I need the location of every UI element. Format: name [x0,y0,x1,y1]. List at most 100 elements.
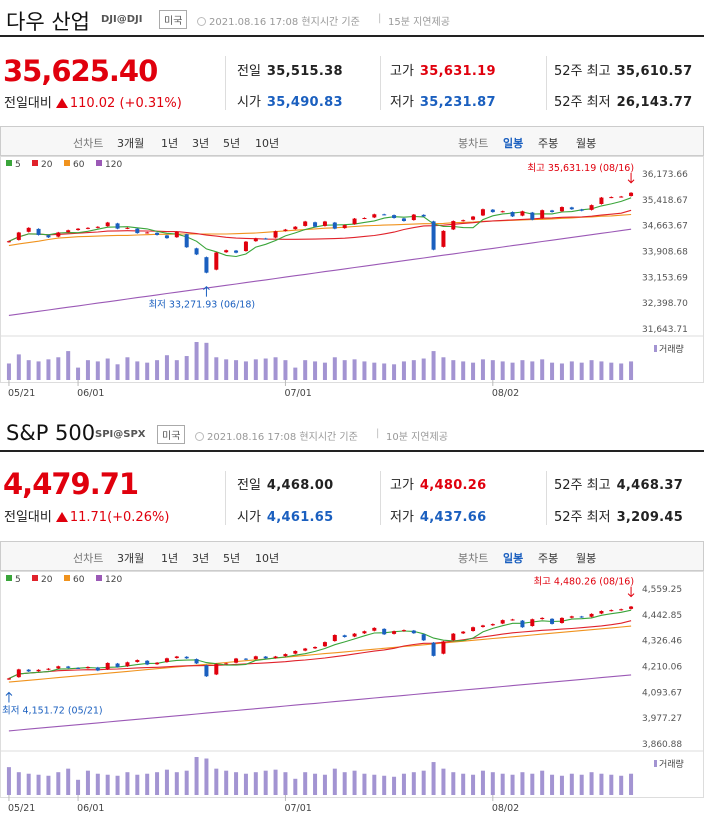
line-chart-button[interactable]: 선차트 [73,552,104,565]
candle-body [490,209,495,213]
volume-bar [26,773,31,795]
line-chart-button[interactable]: 선차트 [73,137,104,150]
candle-body [243,658,248,660]
candle-body [530,212,535,220]
volume-bar [461,361,466,380]
candle-body [520,211,525,216]
candle-body [95,667,100,671]
monthly-button[interactable]: 월봉 [576,137,597,150]
monthly-button[interactable]: 월봉 [576,552,597,565]
volume-bar [441,768,446,795]
weekly-button[interactable]: 주봉 [538,552,559,565]
volume-bar [392,776,397,795]
candle-body [115,223,120,229]
candle-chart-button[interactable]: 봉차트 [458,552,489,565]
candle-body [204,665,209,677]
volume-bar [164,769,169,795]
volume-bar [342,772,347,795]
volume-bar [421,358,426,380]
volume-bar [589,772,594,795]
volume-bar [95,361,100,380]
legend-label: 20 [41,575,53,585]
candle-body [313,222,318,227]
volume-bar [392,364,397,380]
candle-body [303,648,308,651]
candle-body [313,646,318,649]
candle-body [471,627,476,632]
candle-body [322,642,327,647]
volume-bar [342,360,347,380]
range-5y-button[interactable]: 5년 [223,137,241,150]
candle-body [224,663,229,665]
volume-bar [293,778,298,795]
y-tick-label: 33,908.68 [642,248,688,258]
volume-bar [135,774,140,795]
legend-label: 120 [105,575,122,585]
y-tick-label: 4,442.85 [642,611,682,621]
candle-body [411,214,416,221]
dji-panel: 다우 산업 DJI@DJI 미국 2021.08.16 17:08 현지시간 기… [0,0,704,415]
volume-bar [411,360,416,380]
candle-body [559,617,564,624]
low-arrow-head [5,691,13,696]
range-3m-button[interactable]: 3개월 [117,137,145,150]
volume-bar [322,362,327,380]
market-badge: 미국 [159,10,188,29]
candle-chart-button[interactable]: 봉차트 [458,137,489,150]
volume-bar [599,773,604,795]
legend-label: 20 [41,160,53,170]
candle-body [490,624,495,626]
candle-body [76,667,81,669]
candle-body [392,215,397,218]
weekly-button[interactable]: 주봉 [538,137,559,150]
volume-bar [332,357,337,380]
volume-bar [115,775,120,795]
range-3y-button[interactable]: 3년 [192,137,210,150]
volume-bar [500,361,505,380]
range-3m-button[interactable]: 3개월 [117,552,145,565]
volume-bar [471,774,476,795]
candle-body [184,656,189,659]
volume-bar [36,774,41,795]
y-tick-label: 36,173.66 [642,170,688,180]
x-tick-label: 08/02 [492,803,519,814]
candle-body [125,227,130,229]
range-1y-button[interactable]: 1년 [161,137,179,150]
legend-swatch [32,160,38,166]
delay-note: 10분 지연제공 [386,432,448,443]
range-1y-button[interactable]: 1년 [161,552,179,565]
range-3y-button[interactable]: 3년 [192,552,210,565]
volume-bar [66,768,71,795]
candle-body [530,619,535,627]
range-10y-button[interactable]: 10년 [255,552,280,565]
candle-body [332,222,337,229]
volume-bar [540,770,545,795]
daily-button[interactable]: 일봉 [503,137,524,150]
candle-body [145,660,150,665]
y-tick-label: 4,326.46 [642,637,682,647]
candle-body [411,630,416,634]
range-5y-button[interactable]: 5년 [223,552,241,565]
volume-bar [579,362,584,380]
volume-bar [174,772,179,795]
volume-bar [510,362,515,380]
x-tick-label: 05/21 [8,803,35,814]
candle-body [66,230,71,233]
volume-bar [451,772,456,795]
range-10y-button[interactable]: 10년 [255,137,280,150]
candle-body [6,678,11,680]
candle-body [520,620,525,628]
volume-bar [243,773,248,795]
52w-low: 52주 최저 3,209.45 [554,510,684,525]
volume-bar [224,359,229,380]
y-tick-label: 4,093.67 [642,688,682,698]
candle-body [431,642,436,656]
high-price: 고가 35,631.19 [390,64,496,79]
candle-body [6,241,11,243]
candle-body [559,207,564,212]
candle-body [441,641,446,654]
daily-button[interactable]: 일봉 [503,552,524,565]
candle-body [105,222,110,227]
market-badge: 미국 [157,425,186,444]
candle-body [214,252,219,270]
